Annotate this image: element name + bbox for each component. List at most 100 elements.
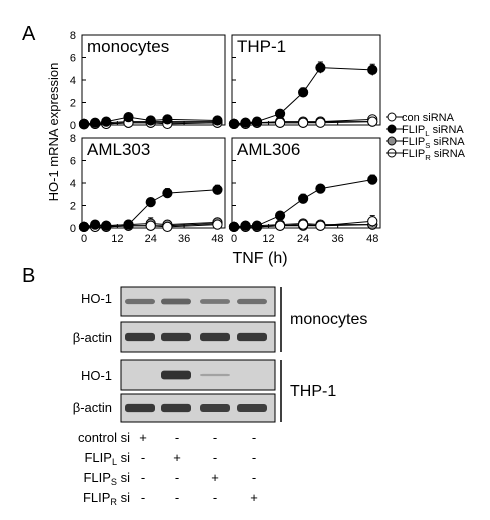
band xyxy=(125,332,155,342)
blot-1: HO-1 xyxy=(81,286,276,317)
condition-mark: + xyxy=(211,470,219,485)
data-point xyxy=(251,116,263,127)
y-tick-label: 4 xyxy=(70,178,76,190)
data-point xyxy=(212,219,223,230)
legend-label: FLIPL siRNA xyxy=(402,124,464,138)
band xyxy=(200,332,230,342)
y-tick-label: 8 xyxy=(70,133,76,145)
chart-2: THP-1 xyxy=(228,34,381,129)
data-point xyxy=(123,112,134,123)
band xyxy=(125,298,155,305)
band xyxy=(125,403,155,413)
data-point xyxy=(101,116,112,127)
condition-row: FLIPS si - - + - xyxy=(83,470,256,487)
data-point xyxy=(274,117,286,128)
band xyxy=(200,373,230,377)
band xyxy=(237,404,267,412)
data-point xyxy=(78,221,90,232)
data-point xyxy=(90,117,101,128)
band xyxy=(200,404,230,412)
data-point xyxy=(101,220,112,231)
blot-label: HO-1 xyxy=(81,368,112,383)
condition-mark: - xyxy=(252,470,256,485)
series-1 xyxy=(228,61,378,129)
data-point xyxy=(274,108,286,119)
x-tick-label: 36 xyxy=(178,233,190,245)
chart-title: monocytes xyxy=(87,37,169,56)
data-point xyxy=(162,188,173,199)
condition-mark: - xyxy=(175,470,179,485)
legend-marker xyxy=(387,136,397,146)
data-point xyxy=(251,220,263,231)
y-tick-label: 2 xyxy=(70,201,76,213)
condition-table: control si + - - -FLIPL si - + - -FLIPS si - - + -FL… xyxy=(78,430,258,507)
band xyxy=(161,403,191,413)
chart-4: AML306 0 12 24 36 48 xyxy=(228,137,381,245)
data-point xyxy=(78,118,90,129)
blot-3: HO-1 xyxy=(81,359,276,391)
data-point xyxy=(367,64,378,75)
blot-4: β-actin xyxy=(73,393,276,423)
data-point xyxy=(298,117,309,128)
condition-row: FLIPR si - - - + xyxy=(83,490,258,507)
series-1 xyxy=(78,184,223,232)
x-tick-label: 0 xyxy=(81,233,87,245)
series-1 xyxy=(78,112,223,129)
group-label-thp1: THP-1 xyxy=(290,383,336,400)
y-tick-label: 4 xyxy=(70,75,76,87)
legend-marker xyxy=(387,124,397,134)
chart-title: AML306 xyxy=(237,140,300,159)
data-point xyxy=(123,219,134,230)
y-tick-label: 6 xyxy=(70,156,76,168)
y-tick-label: 0 xyxy=(70,120,76,132)
band xyxy=(161,332,191,342)
data-point xyxy=(274,220,286,231)
data-point xyxy=(145,197,156,208)
condition-mark: - xyxy=(175,490,179,505)
group-label-monocytes: monocytes xyxy=(290,311,367,328)
condition-mark: - xyxy=(213,490,217,505)
data-point xyxy=(228,221,240,232)
x-tick-label: 12 xyxy=(111,233,123,245)
condition-label: FLIPS si xyxy=(83,470,130,487)
y-tick-label: 0 xyxy=(70,223,76,235)
blot-label: β-actin xyxy=(73,330,112,345)
data-point xyxy=(228,118,240,129)
chart-frame xyxy=(81,34,226,126)
data-point xyxy=(240,117,251,128)
blot-label: HO-1 xyxy=(81,291,112,306)
data-point xyxy=(212,184,223,195)
chart-title: AML303 xyxy=(87,140,150,159)
blot-label: β-actin xyxy=(73,400,112,415)
legend-label: FLIPS siRNA xyxy=(402,136,465,150)
data-point xyxy=(145,115,156,126)
condition-mark: - xyxy=(141,450,145,465)
data-point xyxy=(240,220,251,231)
condition-row: control si + - - - xyxy=(78,430,256,445)
data-point xyxy=(274,210,286,221)
y-axis-label: HO-1 mRNA expression xyxy=(46,63,61,202)
x-tick-label: 48 xyxy=(211,233,223,245)
data-point xyxy=(298,219,309,230)
western-blots: HO-1 β-actin HO-1 β-actin xyxy=(73,286,276,423)
condition-mark: + xyxy=(173,450,181,465)
chart-frame xyxy=(231,34,381,126)
data-point xyxy=(162,221,173,232)
condition-mark: - xyxy=(213,430,217,445)
legend-marker xyxy=(387,112,397,122)
condition-label: FLIPL si xyxy=(84,450,130,467)
band xyxy=(161,370,191,380)
data-point xyxy=(212,115,223,126)
condition-mark: - xyxy=(141,470,145,485)
data-point xyxy=(315,117,326,128)
condition-mark: - xyxy=(213,450,217,465)
data-point xyxy=(90,219,101,230)
data-point xyxy=(162,114,173,125)
x-tick-label: 36 xyxy=(332,233,344,245)
condition-mark: + xyxy=(139,430,147,445)
data-point xyxy=(367,116,378,127)
